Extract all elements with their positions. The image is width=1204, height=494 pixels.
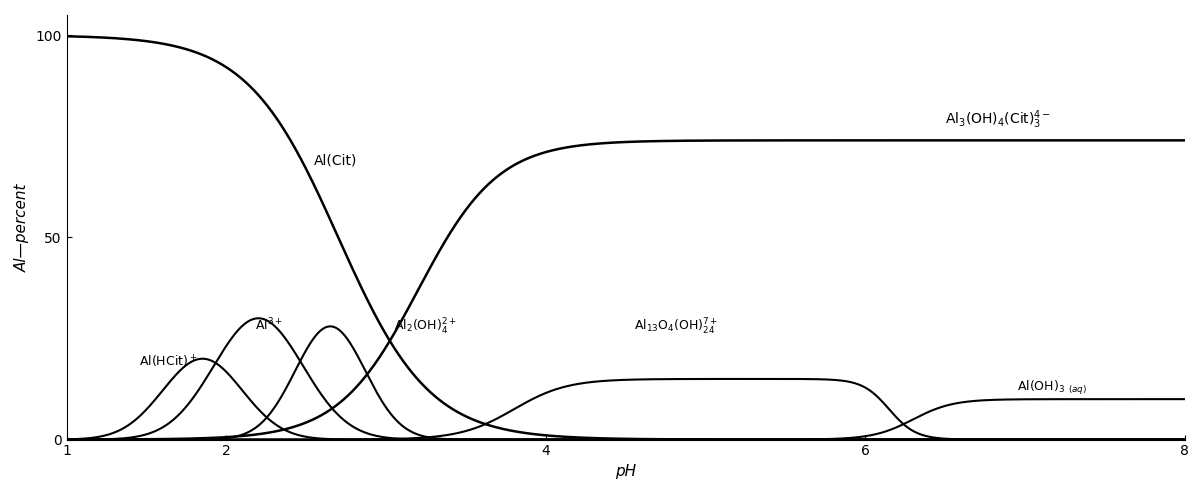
Text: Al(HCit)$^+$: Al(HCit)$^+$ xyxy=(138,354,197,370)
Text: Al$_{13}$O$_4$(OH)$_{24}^{7+}$: Al$_{13}$O$_4$(OH)$_{24}^{7+}$ xyxy=(633,317,718,336)
X-axis label: pH: pH xyxy=(615,464,636,479)
Text: Al$^{3+}$: Al$^{3+}$ xyxy=(255,317,283,333)
Text: Al(OH)$_3$ $_{(aq)}$: Al(OH)$_3$ $_{(aq)}$ xyxy=(1017,379,1087,397)
Y-axis label: Al—percent: Al—percent xyxy=(14,183,30,272)
Text: Al$_3$(OH)$_4$(Cit)$_3^{4-}$: Al$_3$(OH)$_4$(Cit)$_3^{4-}$ xyxy=(945,109,1051,131)
Text: Al$_2$(OH)$_4^{2+}$: Al$_2$(OH)$_4^{2+}$ xyxy=(394,317,458,336)
Text: Al(Cit): Al(Cit) xyxy=(314,154,358,167)
